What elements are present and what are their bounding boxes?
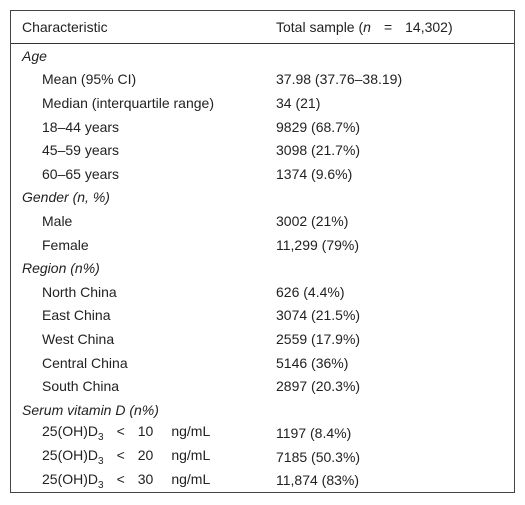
label-unit: ng/mL — [171, 423, 211, 440]
data-row: 45–59 years 3098 (21.7%) — [11, 138, 514, 162]
label-number: 30 — [137, 470, 154, 487]
data-row: 60–65 years 1374 (9.6%) — [11, 162, 514, 186]
data-row: Median (interquartile range) 34 (21) — [11, 91, 514, 115]
row-value: 626 (4.4%) — [276, 283, 345, 300]
label-unit: ng/mL — [171, 470, 211, 487]
data-row: 25(OH)D3 <30 ng/mL 11,874 (83%) — [11, 469, 514, 493]
row-label: 60–65 years — [42, 165, 120, 182]
label-operator: < — [116, 470, 125, 487]
label-text: 25(OH)D — [42, 446, 99, 463]
label-number: 20 — [137, 446, 154, 463]
data-row: 18–44 years 9829 (68.7%) — [11, 115, 514, 139]
header-cell: Total sample (n = 14,302) — [276, 19, 514, 35]
row-label: Mean (95% CI) — [42, 71, 137, 88]
row-value: 1197 (8.4%) — [276, 425, 352, 442]
section-title: Age — [22, 47, 47, 64]
row-label: Median (interquartile range) — [42, 94, 214, 111]
row-label: South China — [42, 378, 120, 395]
label-subscript: 3 — [98, 455, 104, 467]
row-value: 2559 (17.9%) — [276, 330, 361, 347]
row-value: 11,874 (83%) — [276, 472, 360, 489]
row-label: 25(OH)D3 <30 ng/mL — [11, 471, 276, 491]
section-row: Serum vitamin D (n%) — [11, 398, 514, 422]
label-subscript: 3 — [98, 432, 104, 444]
row-label: West China — [42, 330, 115, 347]
label-text: 25(OH)D — [42, 470, 99, 487]
row-value: 9829 (68.7%) — [276, 118, 361, 135]
row-value: 1374 (9.6%) — [276, 165, 353, 182]
header-cell: Characteristic — [22, 19, 108, 35]
label-number: 10 — [137, 423, 154, 440]
data-row: 25(OH)D3 <10 ng/mL 1197 (8.4%) — [11, 422, 514, 446]
row-value: 3074 (21.5%) — [276, 307, 361, 324]
data-row: Male 3002 (21%) — [11, 209, 514, 233]
row-label: Central China — [42, 354, 128, 371]
header-row: Characteristic Total sample (n = 14,302) — [11, 11, 514, 44]
row-label: Female — [42, 236, 89, 253]
row-value: 34 (21) — [276, 94, 321, 111]
section-row: Region (n%) — [11, 256, 514, 280]
row-label: 45–59 years — [42, 142, 120, 159]
label-text: 25(OH)D — [42, 423, 99, 440]
header-text: Total sample ( — [276, 19, 364, 35]
label-operator: < — [116, 446, 125, 463]
data-row: Mean (95% CI) 37.98 (37.76–38.19) — [11, 68, 514, 92]
label-subscript: 3 — [98, 479, 104, 491]
data-row: South China 2897 (20.3%) — [11, 374, 514, 398]
data-row: Female 11,299 (79%) — [11, 233, 514, 257]
row-value: 11,299 (79%) — [276, 236, 360, 253]
row-value: 3002 (21%) — [276, 212, 349, 229]
row-label: North China — [42, 283, 117, 300]
row-label: 25(OH)D3 <10 ng/mL — [11, 423, 276, 443]
row-value: 37.98 (37.76–38.19) — [276, 71, 403, 88]
row-label: 18–44 years — [42, 118, 120, 135]
data-row: North China 626 (4.4%) — [11, 280, 514, 304]
row-label: 25(OH)D3 <20 ng/mL — [11, 447, 276, 467]
row-label: East China — [42, 307, 111, 324]
section-title: Gender (n, %) — [22, 189, 110, 206]
data-row: Central China 5146 (36%) — [11, 351, 514, 375]
data-row: East China 3074 (21.5%) — [11, 304, 514, 328]
header-text: n — [363, 19, 371, 35]
data-row: West China 2559 (17.9%) — [11, 327, 514, 351]
data-row: 25(OH)D3 <20 ng/mL 7185 (50.3%) — [11, 445, 514, 469]
label-unit: ng/mL — [171, 446, 211, 463]
section-title: Serum vitamin D (n%) — [22, 401, 159, 418]
header-text: 14,302) — [405, 19, 453, 35]
row-value: 2897 (20.3%) — [276, 378, 361, 395]
section-row: Age — [11, 44, 514, 68]
row-value: 3098 (21.7%) — [276, 142, 361, 159]
row-value: 5146 (36%) — [276, 354, 349, 371]
section-title: Region (n%) — [22, 260, 100, 277]
label-operator: < — [116, 423, 125, 440]
row-value: 7185 (50.3%) — [276, 448, 361, 465]
header-text: = — [383, 19, 393, 35]
row-label: Male — [42, 212, 73, 229]
table: Characteristic Total sample (n = 14,302) A… — [10, 10, 515, 494]
section-row: Gender (n, %) — [11, 186, 514, 210]
